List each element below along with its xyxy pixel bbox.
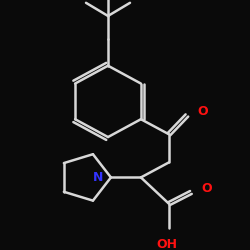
- Text: N: N: [92, 171, 103, 184]
- Text: OH: OH: [156, 238, 178, 250]
- Text: O: O: [201, 182, 211, 195]
- Text: O: O: [197, 105, 207, 118]
